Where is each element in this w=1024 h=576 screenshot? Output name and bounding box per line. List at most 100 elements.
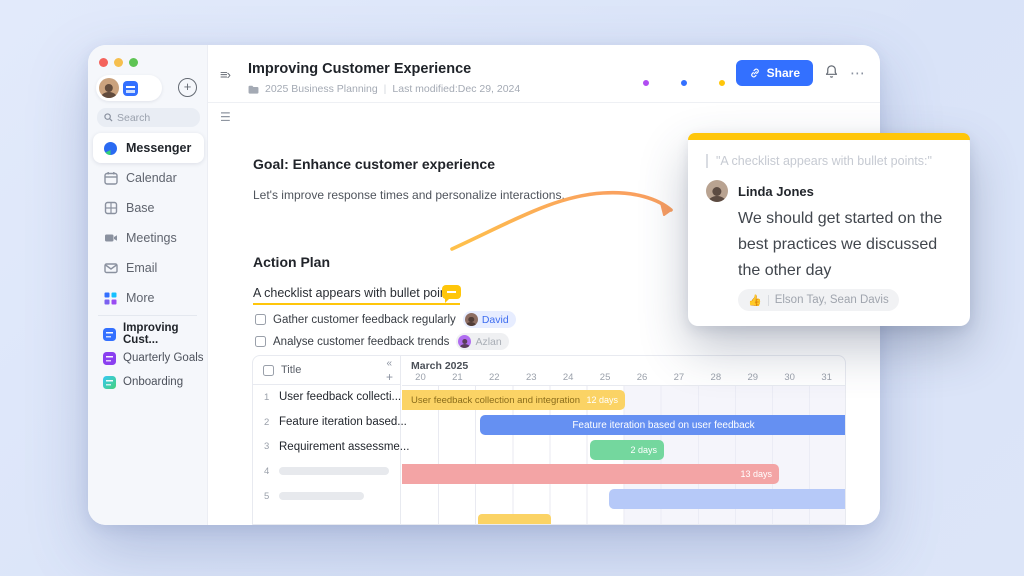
sidebar-search[interactable] [97,108,200,127]
video-camera-icon [103,231,118,246]
row-title: User feedback collecti... [279,391,402,404]
sidebar-item-email[interactable]: Email [93,253,204,283]
day-tick: 20 [415,372,426,383]
sidebar-divider [98,315,197,316]
base-icon [103,201,118,216]
day-tick: 27 [673,372,685,383]
collaborator-avatars [622,59,727,88]
gantt-bar-requirement[interactable]: 2 days [590,440,664,460]
sidebar-item-base[interactable]: Base [93,193,204,223]
gantt-bar-lightblue[interactable] [609,489,845,509]
day-tick: 23 [525,372,537,383]
gantt-bar-partial[interactable] [478,514,551,524]
gantt-row[interactable]: 2 Feature iteration based... [253,410,407,435]
share-button[interactable]: Share [735,59,813,86]
sidebar-toggle-icon[interactable]: ≡› [220,67,231,82]
task-checkbox[interactable] [255,314,266,325]
row-title: Requirement assessme... [279,440,410,453]
gantt-row[interactable]: 1 User feedback collecti... [253,385,402,410]
day-tick: 24 [562,372,574,383]
add-record-icon[interactable]: + [385,370,393,384]
minimize-window-button[interactable] [114,58,123,67]
doc-item-onboarding[interactable]: Onboarding [93,370,204,394]
close-window-button[interactable] [99,58,108,67]
user-avatar[interactable] [99,78,119,98]
sidebar-item-label: Email [126,261,158,275]
gantt-row[interactable]: 4 [253,459,400,484]
bar-duration: 12 days [586,395,618,405]
breadcrumb-separator: | [383,83,387,95]
author-name: Linda Jones [738,183,814,199]
search-input[interactable] [117,111,187,124]
more-apps-icon [103,291,118,306]
row-title: Feature iteration based... [279,416,407,429]
reaction-names: Elson Tay, Sean Davis [774,294,889,306]
window-controls [99,58,138,67]
action-plan-heading: Action Plan [253,254,331,270]
task-row: Gather customer feedback regularly David [255,311,516,328]
doc-icon [103,351,116,365]
collaborator-avatar[interactable] [660,59,689,88]
doc-icon [103,327,116,341]
gantt-bar-feature-iteration[interactable]: Feature iteration based on user feedback [480,415,845,435]
last-modified-label: Last modified:Dec 29, 2024 [392,83,521,95]
gantt-row[interactable]: 5 [253,484,400,509]
task-label: Gather customer feedback regularly [273,313,456,326]
doc-item-quarterly-goals[interactable]: Quarterly Goals [93,346,204,370]
reaction-separator [767,294,769,306]
folder-icon [248,85,259,94]
comment-card-accent-bar [688,133,970,140]
author-avatar[interactable] [706,180,728,202]
maximize-window-button[interactable] [129,58,138,67]
sidebar-item-calendar[interactable]: Calendar [93,163,204,193]
doc-icon [103,375,116,389]
gantt-bar-user-feedback[interactable]: User feedback collection and integration… [402,390,625,410]
assignee-mention[interactable]: David [462,311,516,328]
day-tick: 31 [821,372,832,383]
timeline-month-label: March 2025 [411,360,469,372]
gantt-timeline: March 2025 20 21 22 23 24 25 26 27 28 29… [402,356,845,524]
sidebar-item-meetings[interactable]: Meetings [93,223,204,253]
collaborator-avatar[interactable] [622,59,651,88]
sidebar-docs: Improving Cust... Quarterly Goals Onboar… [93,322,204,394]
sidebar-item-label: Meetings [126,231,177,245]
more-options-button[interactable]: ⋯ [850,64,866,82]
row-number: 2 [264,416,270,428]
assignee-mention[interactable]: Azlan [456,333,509,350]
notifications-button[interactable] [824,64,839,82]
row-number: 1 [264,391,270,403]
doc-item-improving-customer[interactable]: Improving Cust... [93,322,204,346]
profile-switcher[interactable] [96,75,162,101]
select-all-checkbox[interactable] [263,365,274,376]
thumbs-up-icon: 👍 [748,294,762,307]
row-number: 3 [264,441,270,453]
loading-skeleton [279,492,364,501]
day-tick: 21 [452,372,463,383]
day-tick: 29 [747,372,759,383]
comment-bubble-icon[interactable] [442,285,461,303]
gantt-grid: User feedback collection and integration… [402,385,845,524]
collapse-panel-icon[interactable]: « [386,358,392,369]
comment-card: "A checklist appears with bullet points:… [688,133,970,326]
sidebar-item-label: Base [126,201,155,215]
doc-item-label: Improving Cust... [123,322,179,346]
reaction-pill[interactable]: 👍 Elson Tay, Sean Davis [738,289,899,311]
task-checkbox[interactable] [255,336,266,347]
add-workspace-button[interactable]: + [178,78,197,97]
sidebar-item-label: Messenger [126,141,192,155]
gantt-row[interactable]: 3 Requirement assessme... [253,434,409,459]
collaborator-avatar[interactable] [698,59,727,88]
day-tick: 28 [710,372,722,383]
timeline-day-headers: 20 21 22 23 24 25 26 27 28 29 30 31 [402,372,845,383]
day-tick: 26 [636,372,648,383]
outline-icon[interactable]: ☰ [220,110,231,124]
sidebar-item-messenger[interactable]: Messenger [93,133,204,163]
page-title: Improving Customer Experience [248,61,472,77]
checklist-intro-highlighted[interactable]: A checklist appears with bullet points: [253,286,461,305]
messenger-icon [103,141,118,156]
sidebar-item-more[interactable]: More [93,283,204,313]
breadcrumb-folder[interactable]: 2025 Business Planning [265,83,378,95]
document-header: ≡› Improving Customer Experience 2025 Bu… [208,45,880,103]
gantt-bar-red[interactable]: 13 days [402,464,779,484]
